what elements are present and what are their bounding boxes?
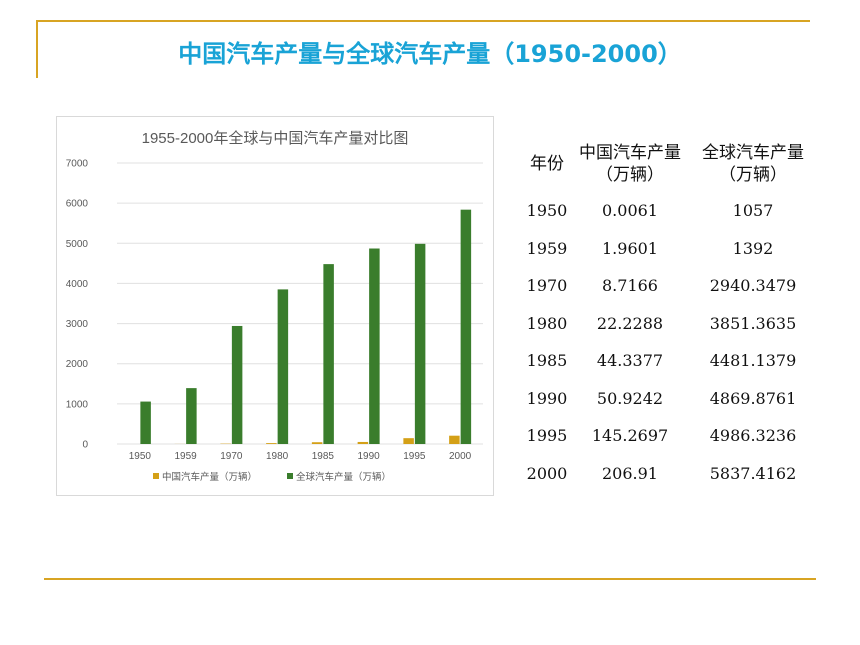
cell-china-production: 206.91 [602,463,658,483]
x-tick-label: 1990 [358,451,381,462]
cell-year: 1970 [526,276,568,296]
y-tick-label: 3000 [66,319,89,330]
cell-world-production: 4481.1379 [709,351,797,371]
table-row: 1959 1.9601 1392 [520,230,820,268]
x-tick-label: 1970 [220,451,243,462]
bar-world [186,388,197,444]
table-body: 1950 0.0061 1057 1959 1.9601 1392 1970 8.7166 29… [520,192,820,492]
legend-swatch [287,473,293,479]
top-border-line [36,20,810,22]
cell-china-production: 22.2288 [596,313,664,333]
bottom-border-line [44,578,816,580]
bar-china [357,441,369,444]
y-tick-label: 5000 [66,239,89,250]
cell-china-production: 1.9601 [602,238,658,258]
table-row: 1995 145.2697 4986.3236 [520,417,820,455]
cell-year: 1950 [526,201,568,221]
x-tick-label: 1959 [175,451,198,462]
slide-title: 中国汽车产量与全球汽车产量（1950-2000） [178,40,682,68]
y-tick-label: 2000 [66,359,89,370]
x-tick-label: 1950 [129,451,152,462]
y-tick-label: 4000 [66,279,89,290]
legend-label: 中国汽车产量（万辆） [162,471,257,483]
bar-world [414,243,426,444]
legend-swatch [153,473,159,479]
bar-world [369,248,380,444]
table-row: 1990 50.9242 4869.8761 [520,380,820,418]
cell-china-production: 145.2697 [591,426,669,446]
y-tick-label: 6000 [66,199,89,210]
cell-year: 1980 [526,313,568,333]
header-china-production: 中国汽车产量（万辆） [579,143,681,185]
bar-china [449,435,460,444]
cell-world-production: 2940.3479 [709,276,797,296]
bar-chart: 1955-2000年全球与中国汽车产量对比图 0 1000 2000 3000 4000 5… [66,129,483,483]
cell-china-production: 50.9242 [596,388,664,408]
cell-world-production: 4869.8761 [709,388,797,408]
cell-world-production: 5837.4162 [709,463,797,483]
table-row: 1985 44.3377 4481.1379 [520,342,820,380]
table-row: 1970 8.7166 2940.3479 [520,267,820,305]
cell-china-production: 8.7166 [602,276,658,296]
left-border-line [36,20,38,78]
chart-container: 1955-2000年全球与中国汽车产量对比图 0 1000 2000 3000 4000 5… [56,116,494,496]
cell-china-production: 44.3377 [596,351,664,371]
bar-china [403,438,414,444]
y-tick-label: 7000 [66,159,89,170]
bar-world [231,325,243,444]
header-world-production: 全球汽车产量（万辆） [702,143,804,185]
table-header-row: 年份 中国汽车产量（万辆） 全球汽车产量（万辆） [520,136,820,192]
y-tick-label: 1000 [66,399,89,410]
cell-world-production: 3851.3635 [709,313,797,333]
data-table-wrapper: 年份 中国汽车产量（万辆） 全球汽车产量（万辆） 1950 0.0061 1057 1… [520,136,820,492]
x-tick-label: 2000 [449,451,472,462]
table-row: 1950 0.0061 1057 [520,192,820,230]
cell-year: 1995 [526,426,568,446]
cell-year: 1985 [526,351,568,371]
cell-year: 1959 [526,238,568,258]
chart-title: 1955-2000年全球与中国汽车产量对比图 [142,129,409,147]
table-row: 2000 206.91 5837.4162 [520,455,820,493]
table-row: 1980 22.2288 3851.3635 [520,305,820,343]
bar-world [323,264,334,444]
bar-china [266,443,277,444]
header-year: 年份 [530,154,564,174]
cell-world-production: 4986.3236 [709,426,797,446]
x-tick-label: 1985 [312,451,335,462]
y-tick-label: 0 [82,440,88,451]
x-tick-label: 1980 [266,451,289,462]
x-tick-label: 1995 [403,451,426,462]
legend-label: 全球汽车产量（万辆） [296,471,391,483]
cell-year: 2000 [526,463,568,483]
bar-china [311,442,323,444]
cell-world-production: 1057 [732,201,774,221]
cell-world-production: 1392 [732,238,774,258]
cell-year: 1990 [526,388,568,408]
production-table: 年份 中国汽车产量（万辆） 全球汽车产量（万辆） 1950 0.0061 1057 1… [520,136,820,492]
bar-world [277,289,289,444]
bar-world [460,209,472,444]
cell-china-production: 0.0061 [602,201,658,221]
bar-world [140,401,151,444]
